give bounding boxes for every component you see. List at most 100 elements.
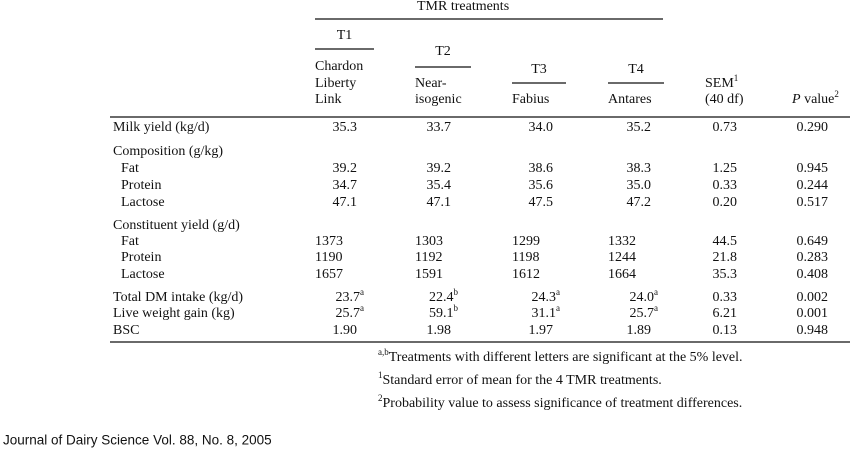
superscript: a — [654, 303, 658, 313]
cell: 38.6 — [529, 161, 554, 176]
superscript: a,b — [378, 347, 389, 357]
cell-value: 22.4 — [429, 290, 454, 305]
cell: 23.7a — [336, 287, 365, 305]
cell: 39.2 — [333, 161, 358, 176]
treatment-label: T3 — [531, 62, 547, 77]
cell: 1.25 — [713, 161, 738, 176]
superscript: a — [556, 303, 560, 313]
cell: 1373 — [315, 234, 343, 249]
row-label: Total DM intake (kg/d) — [113, 290, 243, 305]
sem-header: SEM1 — [705, 73, 738, 91]
cell: 0.001 — [797, 306, 829, 321]
row-label: Protein — [121, 178, 161, 193]
p-value-header: P value2 — [791, 89, 839, 107]
cell: 0.20 — [713, 195, 738, 210]
cell: 1303 — [415, 234, 443, 249]
journal-footer: Journal of Dairy Science Vol. 88, No. 8,… — [3, 433, 272, 448]
cell: 35.3 — [333, 120, 358, 135]
cell-value: 59.1 — [429, 306, 454, 321]
row-label: Composition (g/kg) — [113, 144, 223, 159]
cell: 0.002 — [797, 290, 829, 305]
row-label: Lactose — [121, 195, 165, 210]
cell: 35.6 — [529, 178, 554, 193]
superscript: b — [454, 303, 459, 313]
cell: 1.97 — [529, 323, 554, 338]
treatment-name: Near- — [415, 76, 447, 91]
cell: 35.4 — [427, 178, 452, 193]
superscript: 1 — [378, 370, 383, 380]
treatment-name: Fabius — [512, 92, 549, 107]
p-italic: P — [791, 92, 801, 107]
cell: 0.33 — [713, 178, 738, 193]
row-label: Live weight gain (kg) — [113, 306, 235, 321]
footnote-text: Probability value to assess significance… — [383, 396, 743, 411]
superscript: 2 — [378, 393, 383, 403]
cell: 1299 — [512, 234, 540, 249]
group-header: TMR treatments — [417, 0, 509, 14]
cell: 25.7a — [336, 303, 365, 321]
cell: 47.1 — [333, 195, 358, 210]
row-label: Protein — [121, 250, 161, 265]
cell: 0.517 — [797, 195, 829, 210]
footnote: 1Standard error of mean for the 4 TMR tr… — [378, 370, 662, 388]
superscript: a — [654, 287, 658, 297]
superscript: a — [360, 303, 364, 313]
treatment-name: Liberty — [315, 76, 356, 91]
cell: 1198 — [512, 250, 539, 265]
superscript: 1 — [734, 73, 739, 83]
cell: 35.2 — [627, 120, 652, 135]
treatment-name: isogenic — [415, 92, 462, 107]
cell: 25.7a — [630, 303, 659, 321]
sem-df: (40 df) — [705, 92, 744, 107]
cell: 21.8 — [713, 250, 738, 265]
cell: 24.0a — [630, 287, 659, 305]
cell: 1.98 — [427, 323, 452, 338]
row-label: Lactose — [121, 267, 165, 282]
footnote-text: Treatments with different letters are si… — [389, 350, 743, 365]
cell: 0.283 — [797, 250, 829, 265]
treatment-label: T2 — [435, 44, 451, 59]
cell: 35.3 — [713, 267, 738, 282]
cell-value: 24.0 — [630, 290, 655, 305]
cell-value: 31.1 — [532, 306, 557, 321]
cell: 33.7 — [427, 120, 452, 135]
cell: 0.33 — [713, 290, 738, 305]
superscript: a — [556, 287, 560, 297]
cell: 24.3a — [532, 287, 561, 305]
row-label: BSC — [113, 323, 139, 338]
cell: 31.1a — [532, 303, 561, 321]
cell: 1244 — [608, 250, 636, 265]
treatment-name: Antares — [608, 92, 652, 107]
p-text: value — [801, 92, 835, 107]
cell: 47.1 — [427, 195, 452, 210]
cell: 0.290 — [797, 120, 829, 135]
treatment-label: T1 — [337, 28, 353, 43]
cell: 1.90 — [333, 323, 358, 338]
superscript: a — [360, 287, 364, 297]
cell: 0.73 — [713, 120, 738, 135]
cell: 1.89 — [627, 323, 652, 338]
cell: 0.244 — [797, 178, 829, 193]
cell: 1190 — [315, 250, 342, 265]
cell: 1664 — [608, 267, 636, 282]
cell: 1591 — [415, 267, 443, 282]
footnote-text: Standard error of mean for the 4 TMR tre… — [383, 373, 662, 388]
cell-value: 24.3 — [532, 290, 557, 305]
cell: 1192 — [415, 250, 442, 265]
treatment-label: T4 — [628, 62, 644, 77]
cell: 59.1b — [429, 303, 459, 321]
cell: 1657 — [315, 267, 343, 282]
cell: 35.0 — [627, 178, 652, 193]
cell: 0.13 — [713, 323, 738, 338]
cell: 39.2 — [427, 161, 452, 176]
superscript: 2 — [834, 89, 839, 99]
cell: 0.948 — [797, 323, 829, 338]
row-label: Constituent yield (g/d) — [113, 218, 240, 233]
superscript: b — [454, 287, 459, 297]
sem-text: SEM — [705, 76, 734, 91]
cell: 1332 — [608, 234, 636, 249]
cell: 0.649 — [797, 234, 829, 249]
cell: 1612 — [512, 267, 540, 282]
treatment-name: Link — [315, 92, 341, 107]
